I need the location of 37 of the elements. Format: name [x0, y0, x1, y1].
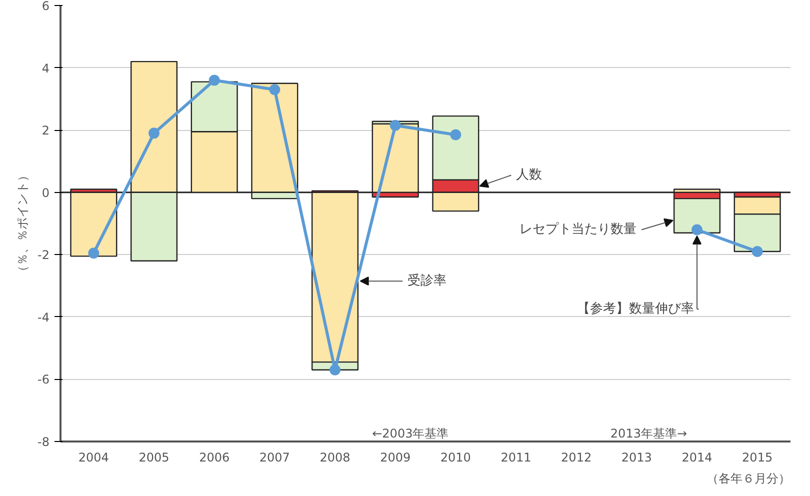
point: [208, 74, 220, 86]
x-tick-label: 2004: [78, 450, 109, 464]
text: 受診率: [407, 272, 446, 289]
x-tick-label: 2008: [320, 450, 350, 464]
y-tick-label: -8: [38, 435, 50, 449]
x-tick-label: 2014: [682, 450, 712, 464]
y-tick-label: 6: [42, 0, 50, 13]
x-tick-label: 2013: [621, 450, 652, 464]
x-tick-label: 2007: [259, 450, 290, 464]
point: [450, 129, 462, 140]
text: 人数: [516, 168, 542, 183]
y-tick-label: -4: [38, 310, 50, 324]
x-tick-label: 2012: [561, 450, 592, 464]
y-tick-label: -6: [38, 372, 50, 387]
y-axis-title: （％、％ポイント）: [16, 170, 30, 278]
point: [269, 84, 280, 96]
annotation: ←2003年基準: [372, 426, 449, 441]
text: レセプト当たり数量: [520, 222, 637, 238]
x-tick-label: 2009: [380, 450, 411, 464]
text: （各年６月分）: [706, 472, 790, 486]
point: [148, 128, 160, 139]
x-tick-label: 2010: [440, 450, 471, 464]
annotation: 2013年基準→: [610, 426, 688, 441]
x-tick-label: 2006: [199, 450, 230, 464]
y-tick-label: 0: [42, 186, 50, 200]
x-tick-label: 2005: [138, 450, 170, 464]
point: [390, 120, 401, 131]
text: 【参考】数量伸び率: [576, 300, 694, 317]
point: [752, 246, 763, 258]
y-tick-label: 4: [42, 61, 50, 76]
x-tick-label: 2015: [742, 450, 773, 464]
point: [88, 248, 100, 259]
x-tick-label: 2011: [500, 450, 532, 464]
point: [330, 364, 341, 376]
y-tick-label: 2: [42, 124, 50, 138]
y-tick-label: -2: [38, 248, 50, 262]
point: [691, 224, 702, 236]
